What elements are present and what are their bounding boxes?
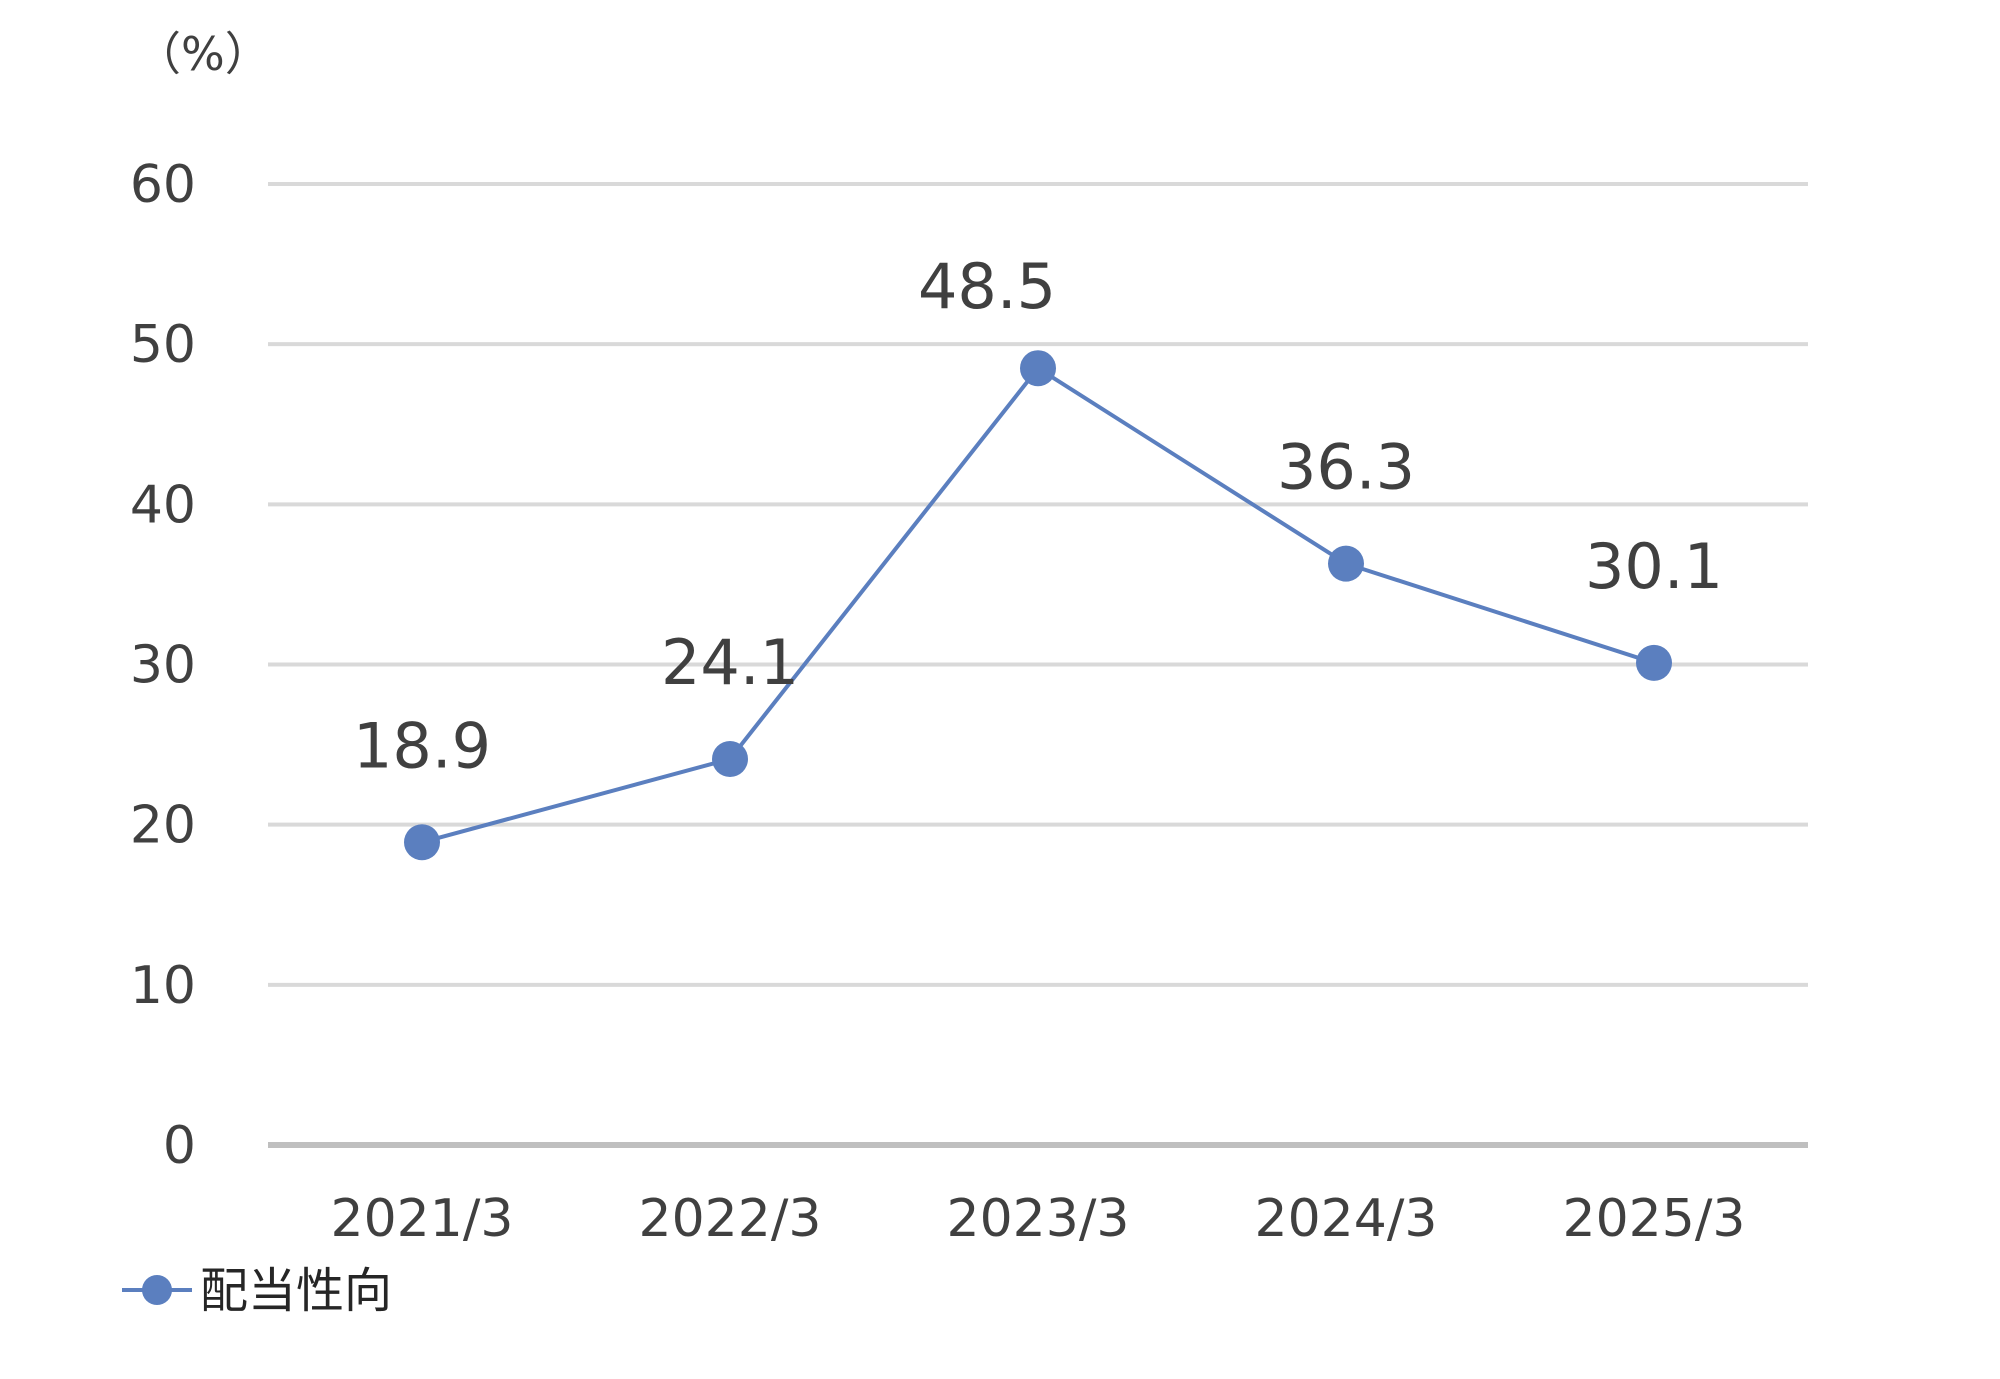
data-label: 30.1	[1585, 530, 1723, 603]
y-tick-label: 10	[130, 956, 196, 1016]
data-label: 36.3	[1277, 431, 1415, 504]
legend-marker	[142, 1275, 172, 1305]
legend: 配当性向	[122, 1263, 392, 1319]
data-label: 48.5	[918, 250, 1056, 323]
x-tick-label: 2023/3	[947, 1189, 1130, 1249]
x-tick-label: 2022/3	[639, 1189, 822, 1249]
y-tick-label: 50	[130, 315, 196, 375]
data-point	[1328, 545, 1364, 582]
series-line	[421, 365, 1655, 845]
data-point	[712, 740, 748, 777]
y-axis-ticks: 0 10 20 30 40 50 60	[130, 155, 196, 1176]
data-labels: 18.9 24.1 48.5 36.3 30.1	[353, 250, 1723, 782]
data-point	[1020, 350, 1056, 387]
data-point	[1636, 644, 1672, 681]
y-tick-label: 40	[130, 475, 196, 535]
x-tick-label: 2021/3	[331, 1189, 514, 1249]
y-tick-label: 60	[130, 155, 196, 215]
data-label: 18.9	[353, 709, 491, 782]
x-axis-ticks: 2021/3 2022/3 2023/3 2024/3 2025/3	[331, 1189, 1746, 1249]
y-tick-label: 0	[163, 1116, 196, 1176]
x-tick-label: 2024/3	[1255, 1189, 1438, 1249]
legend-label: 配当性向	[200, 1263, 392, 1319]
y-tick-label: 30	[130, 636, 196, 696]
gridlines	[268, 182, 1808, 1148]
y-unit-label: （%）	[135, 27, 271, 81]
data-label: 24.1	[661, 626, 799, 699]
y-tick-label: 20	[130, 796, 196, 856]
series-payout-ratio	[404, 350, 1672, 861]
x-tick-label: 2025/3	[1563, 1189, 1746, 1249]
data-point	[404, 824, 440, 861]
